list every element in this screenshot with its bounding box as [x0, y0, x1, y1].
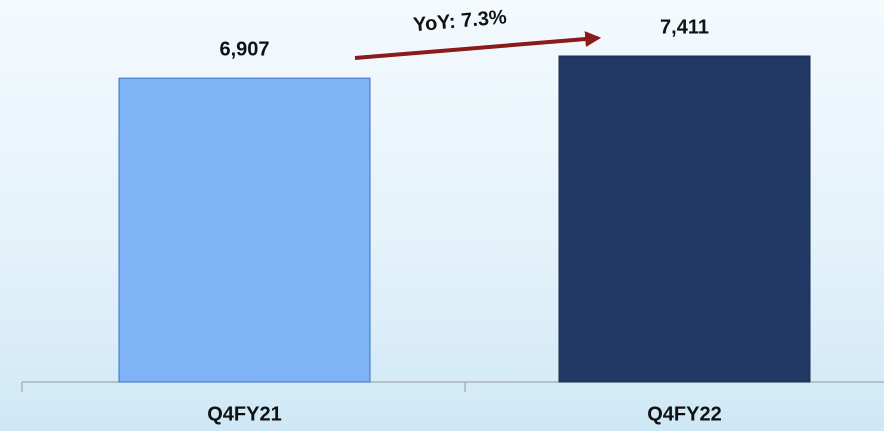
yoy-arrow [354, 31, 602, 60]
data-label: 7,411 [660, 16, 709, 38]
bar [558, 55, 811, 383]
x-tick-label: Q4FY21 [207, 403, 281, 425]
bar [118, 77, 371, 383]
data-label: 6,907 [219, 38, 269, 60]
x-tick-label: Q4FY22 [647, 403, 721, 425]
